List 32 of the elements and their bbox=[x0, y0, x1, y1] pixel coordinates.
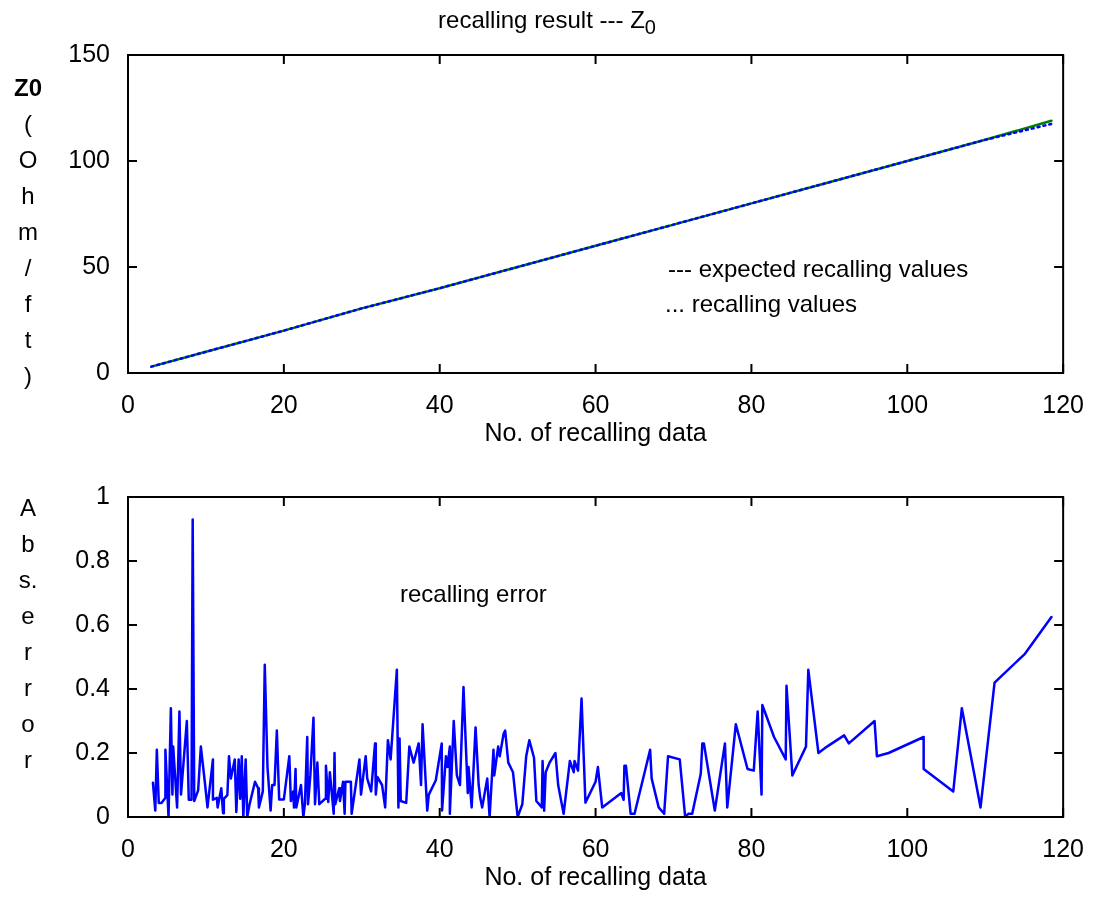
y-tick-label: 150 bbox=[68, 38, 110, 67]
y-tick-label: 100 bbox=[68, 144, 110, 173]
y-tick-label: 0 bbox=[96, 356, 110, 385]
x-axis-title: No. of recalling data bbox=[484, 861, 707, 890]
x-tick-label: 40 bbox=[425, 389, 454, 418]
y-tick-label: 1 bbox=[96, 480, 110, 509]
annotation: recalling error bbox=[400, 580, 547, 608]
x-tick-label: 120 bbox=[1042, 833, 1084, 862]
x-tick-label: 40 bbox=[425, 833, 454, 862]
x-tick-label: 120 bbox=[1042, 389, 1084, 418]
x-tick-label: 60 bbox=[581, 833, 610, 862]
y-tick-label: 0.2 bbox=[75, 736, 110, 765]
y-axis-title: Abs.error bbox=[17, 493, 39, 775]
x-tick-label: 20 bbox=[269, 389, 298, 418]
y-tick-label: 0 bbox=[96, 800, 110, 829]
y-tick-label: 50 bbox=[82, 250, 110, 279]
y-tick-label: 0.6 bbox=[75, 608, 110, 637]
x-tick-label: 60 bbox=[581, 389, 610, 418]
x-tick-label: 0 bbox=[121, 389, 135, 418]
x-tick-label: 80 bbox=[737, 389, 766, 418]
x-tick-label: 20 bbox=[269, 833, 298, 862]
x-axis-title: No. of recalling data bbox=[484, 417, 707, 446]
annotation: ... recalling values bbox=[665, 290, 858, 318]
chart-title: recalling result --- Z$_{0}$ bbox=[437, 6, 657, 39]
x-tick-label: 100 bbox=[886, 389, 929, 418]
x-tick-label: 80 bbox=[737, 833, 766, 862]
text: Z0 (Ohm/ft) bbox=[13, 74, 42, 389]
y-tick-label: 0.4 bbox=[75, 672, 111, 701]
x-tick-label: 0 bbox=[121, 833, 135, 862]
x-tick-label: 100 bbox=[886, 833, 929, 862]
y-tick-label: 0.8 bbox=[75, 544, 110, 573]
annotation: --- expected recalling values bbox=[668, 255, 969, 283]
